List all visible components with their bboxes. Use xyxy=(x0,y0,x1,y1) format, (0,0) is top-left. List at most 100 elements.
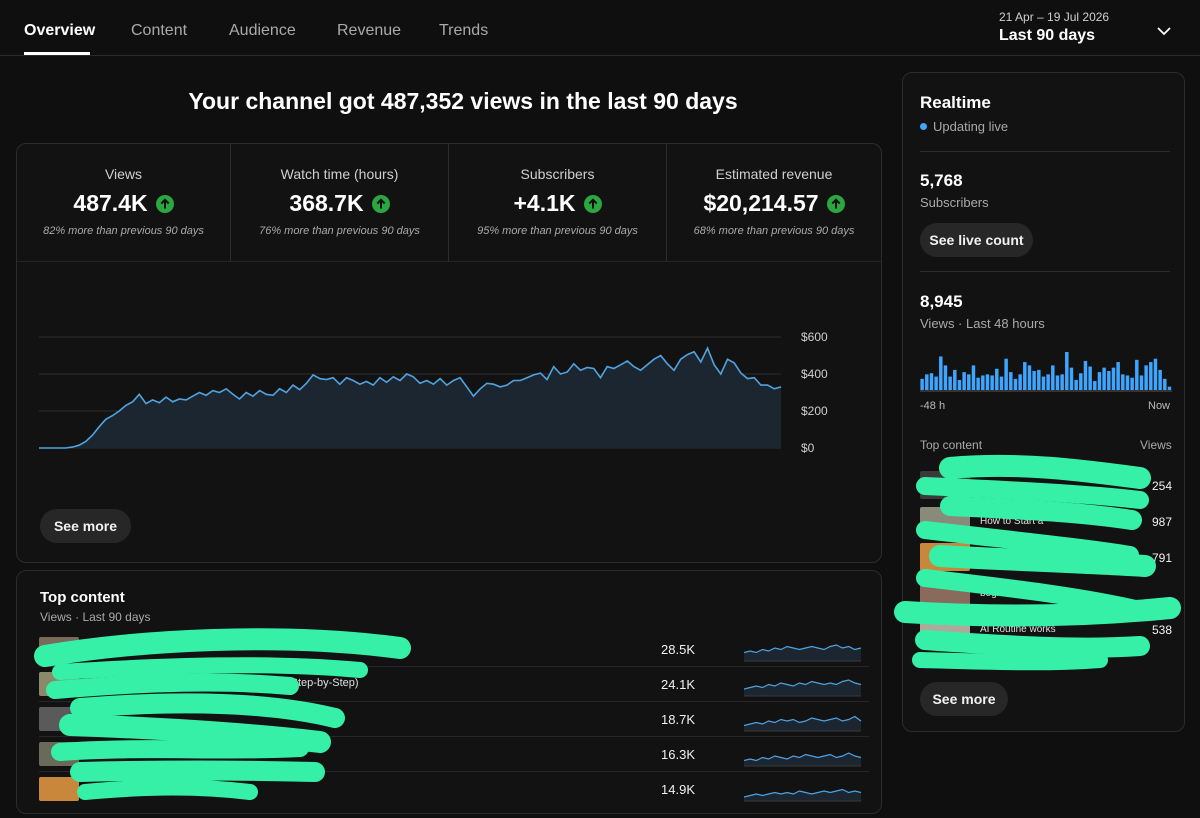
list-item[interactable]: 254 xyxy=(920,469,1172,499)
chart-series-line xyxy=(39,346,782,449)
sparkline xyxy=(744,715,862,732)
stat-value: 368.7K xyxy=(289,190,364,216)
realtime-bar xyxy=(1013,378,1018,390)
y-tick-label: $0 xyxy=(801,441,815,455)
realtime-bar xyxy=(976,377,980,390)
realtime-card: Realtime Updating live 5,768 Subscribers… xyxy=(902,72,1185,732)
realtime-bar xyxy=(985,374,990,390)
realtime-bar xyxy=(1144,365,1148,390)
realtime-bar xyxy=(1065,352,1069,390)
realtime-bar xyxy=(1093,381,1097,390)
realtime-bar xyxy=(1163,378,1167,390)
sparkline xyxy=(744,679,862,697)
realtime-bar xyxy=(1125,375,1130,390)
list-item[interactable]: AI Routine works 538 xyxy=(920,613,1172,643)
stat-label: Subscribers xyxy=(520,166,595,182)
realtime-bar xyxy=(929,373,934,390)
realtime-bar xyxy=(967,374,971,390)
realtime-title: Realtime xyxy=(920,93,991,112)
arrow-up-icon xyxy=(826,194,845,213)
divider xyxy=(920,271,1170,272)
realtime-bar xyxy=(1102,367,1106,390)
realtime-see-more-button[interactable]: See more xyxy=(920,682,1008,716)
realtime-bar xyxy=(1139,375,1144,390)
y-tick-label: $200 xyxy=(801,404,828,418)
realtime-bar xyxy=(1009,372,1013,390)
sparkline xyxy=(744,752,862,767)
video-thumbnail xyxy=(39,672,79,696)
realtime-bar xyxy=(1069,367,1074,390)
top-content-title: Top content xyxy=(40,589,125,606)
stat-value: +4.1K xyxy=(513,190,576,216)
tab-content[interactable]: Content xyxy=(131,22,188,39)
page-headline: Your channel got 487,352 views in the la… xyxy=(188,88,738,114)
table-row[interactable]: 14.9K xyxy=(39,772,869,807)
table-row[interactable]: (Step-by-Step) 24.1K xyxy=(39,667,869,702)
live-status-label: Updating live xyxy=(933,119,1009,134)
y-tick-label: $600 xyxy=(801,330,828,344)
top-content-subtitle: Views · Last 90 days xyxy=(40,610,151,624)
sparkline xyxy=(744,788,862,802)
video-views: 791 xyxy=(1151,551,1172,565)
video-thumbnail xyxy=(39,742,79,766)
realtime-bar xyxy=(971,365,976,390)
stat-tiles: Views 487.4K 82% more than previous 90 d… xyxy=(17,144,881,262)
video-title: AI Routine works xyxy=(980,624,1056,635)
date-range-label: Last 90 days xyxy=(999,27,1096,44)
stat-note: 82% more than previous 90 days xyxy=(43,225,204,237)
stat-label: Watch time (hours) xyxy=(280,166,399,182)
realtime-axis-start: -48 h xyxy=(920,400,946,412)
realtime-bar xyxy=(1121,374,1125,390)
video-views: 14.9K xyxy=(661,782,695,797)
realtime-bar xyxy=(1107,371,1111,390)
tab-overview[interactable]: Overview xyxy=(24,22,96,39)
stat-views[interactable]: Views 487.4K 82% more than previous 90 d… xyxy=(17,144,230,262)
list-item[interactable]: How to Start a 987 xyxy=(920,505,1172,535)
active-tab-indicator xyxy=(24,52,90,55)
arrow-up-icon xyxy=(155,194,174,213)
realtime-bar-chart xyxy=(920,352,1172,392)
realtime-bar xyxy=(920,378,924,390)
tab-trends[interactable]: Trends xyxy=(439,22,489,39)
see-more-button[interactable]: See more xyxy=(40,509,131,543)
see-live-count-button[interactable]: See live count xyxy=(920,223,1033,257)
realtime-bar xyxy=(995,368,999,390)
video-title: How to Start a xyxy=(980,516,1044,527)
stat-subscribers[interactable]: Subscribers +4.1K 95% more than previous… xyxy=(448,144,666,262)
stat-note: 68% more than previous 90 days xyxy=(693,225,855,237)
stat-value: 487.4K xyxy=(73,190,148,216)
list-item[interactable]: 791 xyxy=(920,541,1172,571)
realtime-bar xyxy=(1074,379,1078,390)
realtime-bar xyxy=(1079,373,1083,390)
arrow-up-icon xyxy=(583,194,602,213)
table-row[interactable]: 16.3K xyxy=(39,737,869,772)
realtime-top-content-label: Top content xyxy=(920,438,983,452)
realtime-views-column-label: Views xyxy=(1140,438,1172,452)
realtime-bar xyxy=(925,374,929,390)
realtime-bar xyxy=(1060,374,1064,390)
realtime-bar xyxy=(934,376,938,390)
video-thumbnail xyxy=(39,777,79,801)
realtime-bar xyxy=(1083,360,1088,390)
realtime-bar xyxy=(1055,375,1060,390)
realtime-bar xyxy=(1032,371,1036,390)
realtime-bar xyxy=(953,369,957,390)
table-row[interactable]: 18.7K xyxy=(39,702,869,737)
realtime-views-value: 8,945 xyxy=(920,292,963,311)
video-views: 28.5K xyxy=(661,642,695,657)
arrow-up-icon xyxy=(371,194,390,213)
tab-audience[interactable]: Audience xyxy=(229,22,296,39)
realtime-bar xyxy=(1130,377,1134,390)
tab-revenue[interactable]: Revenue xyxy=(337,22,402,39)
chart-area-fill xyxy=(39,348,781,448)
date-range-selector[interactable]: 21 Apr – 19 Jul 2026 Last 90 days xyxy=(999,8,1179,48)
list-item[interactable]: beginners (2026) xyxy=(920,577,1172,607)
table-row[interactable]: 28.5K xyxy=(39,632,869,667)
stat-estimated-revenue[interactable]: Estimated revenue $20,214.57 68% more th… xyxy=(666,144,881,262)
video-thumbnail xyxy=(39,707,79,731)
video-views: 538 xyxy=(1151,623,1172,637)
stat-watch-time[interactable]: Watch time (hours) 368.7K 76% more than … xyxy=(230,144,448,262)
realtime-bar xyxy=(1116,362,1120,390)
realtime-bar xyxy=(939,356,943,390)
video-thumbnail xyxy=(920,507,970,535)
